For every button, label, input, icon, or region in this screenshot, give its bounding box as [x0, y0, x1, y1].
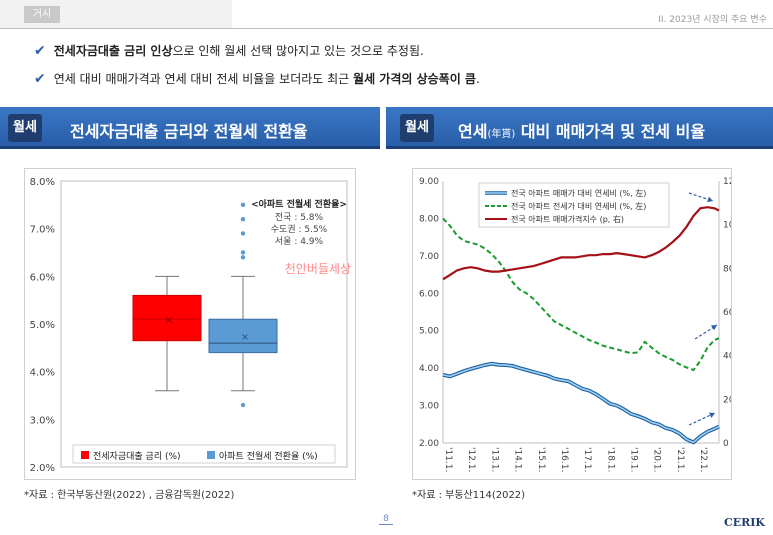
legend-label: 전세자금대출 금리 (%) [93, 451, 181, 462]
right-source: *자료 : 부동산114(2022) [412, 490, 526, 501]
y-tick-label: 7.0% [30, 225, 55, 236]
y-tick-label: 6.0% [30, 272, 55, 283]
y-right-tick-label: 40 [723, 352, 731, 362]
y-left-tick-label: 5.00 [419, 327, 439, 337]
legend-label: 전국 아파트 매매가격지수 (p, 右) [511, 214, 624, 224]
y-left-tick-label: 7.00 [419, 252, 439, 262]
plot-frame [60, 180, 348, 468]
y-left-tick-label: 9.00 [419, 177, 439, 187]
series-line [442, 362, 720, 444]
box-plot-chart: 2.0% 3.0% 4.0% 5.0% 6.0% 7.0% 8.0% × × <아파트 전월세 전… [30, 177, 351, 474]
x-tick-label: '13.1. [489, 447, 499, 472]
left-source: *자료 : 한국부동산원(2022) , 금융감독원(2022) [24, 490, 235, 501]
outlier-point [240, 250, 246, 255]
right-banner-title-small: (年貰) [487, 129, 516, 140]
line-chart: 2.00 3.00 4.00 5.00 6.00 7.00 8.00 9.00 0 20 40 60 8… [419, 177, 740, 472]
y-tick-label: 3.0% [30, 415, 55, 426]
annotation-line: 서울 : 4.9% [275, 236, 324, 247]
y-tick-label: 2.0% [30, 463, 55, 474]
check-icon: ✔ [34, 71, 46, 87]
right-chart-panel: 2.00 3.00 4.00 5.00 6.00 7.00 8.00 9.00 0 20 40 60 8… [412, 168, 740, 480]
legend-box [478, 182, 670, 228]
bullet-1-text: 으로 인해 월세 선택 많아지고 있는 것으로 추정됨. [172, 44, 424, 58]
y-left-tick-label: 3.00 [419, 402, 439, 412]
y-tick-label: 8.0% [30, 177, 55, 188]
y-left-tick-label: 2.00 [419, 439, 439, 449]
bullet-2-text-after: . [475, 72, 480, 86]
mean-marker: × [165, 315, 173, 326]
right-banner: 월세 연세(年貰) 대비 매매가격 및 전세 비율 [386, 107, 773, 149]
x-tick-label: '20.1. [652, 447, 662, 472]
y-left-tick-label: 4.00 [419, 364, 439, 374]
y-right-tick-label: 60 [723, 308, 731, 318]
header-divider [0, 28, 773, 29]
x-tick-label: '21.1. [675, 447, 685, 472]
y-right-tick-label: 120 [723, 177, 731, 187]
y-right-tick-label: 20 [723, 395, 731, 405]
bullet-1-bold: 전세자금대출 금리 인상 [53, 44, 173, 58]
bullet-2-bold: 월세 가격의 상승폭이 큼 [353, 72, 476, 86]
x-tick-label: '16.1. [559, 447, 569, 472]
check-icon: ✔ [34, 43, 46, 59]
y-right-tick-label: 0 [723, 439, 729, 449]
left-banner-badge: 월세 [8, 114, 42, 142]
legend-label: 전국 아파트 전세가 대비 연세비 (%, 左) [511, 201, 646, 211]
y-right-tick-label: 100 [723, 221, 731, 231]
bullet-2: ✔ 연세 대비 매매가격과 연세 대비 전세 비율을 보더라도 최근 월세 가격의… [34, 70, 480, 87]
y-left-tick-label: 6.00 [419, 289, 439, 299]
legend-swatch-blue [207, 451, 215, 459]
y-tick-label: 5.0% [30, 320, 55, 331]
section-label: II. 2023년 시장의 주요 변수 [658, 15, 767, 25]
x-tick-label: '19.1. [629, 447, 639, 472]
right-banner-title-main: 연세 [458, 122, 488, 141]
outlier-point [240, 255, 246, 260]
y-left-tick-label: 8.00 [419, 214, 439, 224]
x-tick-label: '11.1. [443, 447, 453, 472]
watermark-text: 천안버들세상 [285, 261, 351, 276]
legend-label: 전국 아파트 매매가 대비 연세비 (%, 左) [511, 188, 646, 198]
mean-marker: × [241, 332, 249, 343]
box [132, 294, 202, 342]
y-right-tick-label: 80 [723, 264, 731, 274]
series-line [442, 217, 720, 372]
outlier-point [240, 202, 246, 208]
left-banner: 월세 전세자금대출 금리와 전월세 전환율 [0, 107, 380, 149]
legend-label: 아파트 전월세 전환율 (%) [219, 450, 318, 462]
x-tick-label: '14.1. [513, 447, 523, 472]
x-tick-label: '18.1. [605, 447, 615, 472]
page-number: 8 [379, 514, 393, 525]
right-banner-title: 연세(年貰) 대비 매매가격 및 전세 비율 [458, 118, 705, 142]
x-tick-label: '15.1. [536, 447, 546, 472]
annotation-title: <아파트 전월세 전환율> [251, 198, 347, 210]
cerik-logo: CERIK [724, 516, 765, 529]
y-tick-label: 4.0% [30, 368, 55, 379]
trend-arrow-head [707, 196, 713, 203]
left-chart-panel: 2.0% 3.0% 4.0% 5.0% 6.0% 7.0% 8.0% × × <아파트 전월세 전… [24, 168, 356, 480]
outlier-point [240, 231, 246, 236]
x-tick-label: '17.1. [582, 447, 592, 472]
series-line [442, 206, 720, 281]
x-tick-label: '12.1. [466, 447, 476, 472]
trend-arrow-head [709, 412, 715, 418]
legend-swatch-red [81, 451, 89, 459]
right-banner-badge: 월세 [400, 114, 434, 142]
x-tick-label: '22.1. [698, 447, 708, 472]
right-banner-title-rest: 대비 매매가격 및 전세 비율 [515, 122, 706, 141]
bullet-1: ✔ 전세자금대출 금리 인상으로 인해 월세 선택 많아지고 있는 것으로 추정됨… [34, 42, 424, 59]
outlier-point [240, 402, 246, 408]
outlier-point [240, 216, 246, 222]
header-tab-area: 거시 [0, 0, 232, 28]
box [208, 318, 278, 354]
annotation-line: 전국 : 5.8% [275, 212, 324, 223]
series-line-outline [442, 361, 720, 445]
header-tab-badge: 거시 [24, 6, 60, 23]
legend-box [72, 444, 336, 464]
left-banner-title: 전세자금대출 금리와 전월세 전환율 [70, 122, 308, 141]
trend-arrow-head [711, 325, 717, 331]
bullet-2-text-before: 연세 대비 매매가격과 연세 대비 전세 비율을 보더라도 최근 [53, 72, 354, 86]
annotation-line: 수도권 : 5.5% [271, 223, 328, 235]
